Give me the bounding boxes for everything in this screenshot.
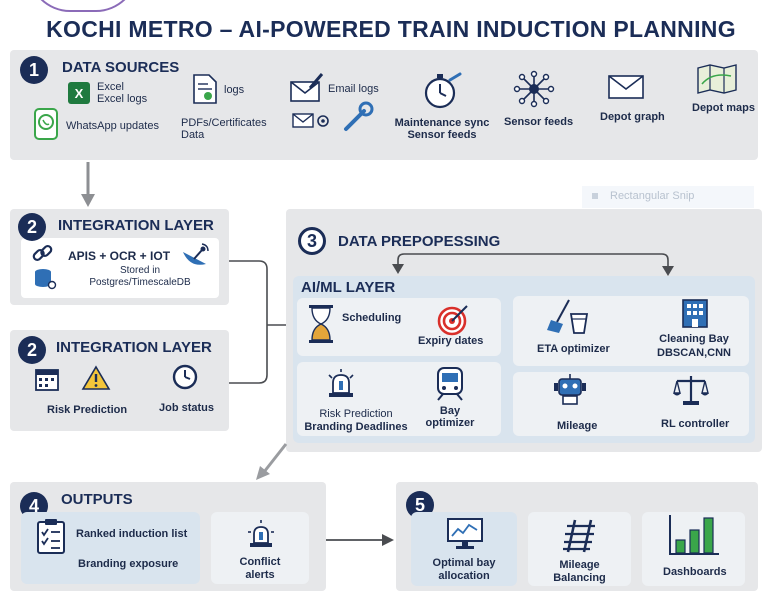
risk-bay-card: [297, 362, 501, 436]
email-pen-icon: [290, 73, 324, 102]
alerts-label: alerts: [245, 569, 275, 581]
page-title: KOCHI METRO – AI-POWERED TRAIN INDUCTION…: [46, 16, 736, 42]
pdfs-data-label: Data: [181, 129, 205, 141]
clipboard-list-icon: [37, 519, 65, 554]
arrow-processing-to-outputs: [256, 443, 288, 480]
risk-prediction-ml-label: Risk Prediction: [319, 408, 393, 420]
excel-logs-label: Excel logs: [97, 93, 148, 105]
bar-chart-icon: [669, 515, 719, 555]
rail-track-icon: [563, 519, 595, 553]
integration-number-2: 2: [18, 336, 46, 364]
depot-maps-label: Depot maps: [692, 102, 755, 114]
bay-label: Bay: [439, 405, 461, 417]
hourglass-icon: [309, 305, 333, 343]
calendar-icon: [35, 369, 59, 391]
cleaning-bay-label: Cleaning Bay: [659, 333, 729, 345]
feedback-loop-arrow: [392, 253, 674, 276]
processing-number: 3: [298, 227, 326, 255]
document-log-icon: [193, 74, 217, 104]
wrench-icon: [344, 101, 374, 131]
optimal-bay-label: Optimal bay: [432, 557, 496, 569]
svg-text:X: X: [75, 86, 84, 101]
sensor-network-icon: [513, 70, 555, 108]
data-sources-panel: [10, 50, 758, 160]
depot-graph-icon: [608, 75, 644, 99]
branding-exposure-label: Branding exposure: [78, 558, 179, 570]
conflict-alerts-card: [211, 512, 309, 584]
cleaning-tools-icon: [547, 299, 589, 334]
train-icon: [437, 367, 463, 401]
link-icon: [32, 244, 53, 262]
logs-label: logs: [224, 84, 245, 96]
monitor-chart-icon: [447, 518, 483, 549]
database-icon: [35, 269, 57, 290]
building-icon: [682, 299, 708, 328]
pdfs-label: PDFs/Certificates: [181, 117, 267, 129]
depot-graph-label: Depot graph: [600, 111, 665, 123]
processing-title: DATA PREPOPESSING: [338, 233, 501, 250]
ranked-induction-label: Ranked induction list: [76, 528, 188, 540]
excel-icon: X: [68, 82, 90, 104]
balancing-label: Balancing: [553, 572, 606, 584]
dashboards-label: Dashboards: [663, 566, 727, 578]
data-sources-title: DATA SOURCES: [62, 59, 180, 76]
warning-icon: [81, 365, 111, 390]
apis-ocr-iot-label: APIS + OCR + IOT: [68, 249, 171, 263]
whatsapp-label: WhatsApp updates: [66, 120, 159, 132]
eta-optimizer-label: ETA optimizer: [537, 343, 610, 355]
allocation-label: allocation: [438, 570, 490, 582]
dbscan-cnn-label: DBSCAN,CNN: [657, 347, 731, 359]
rl-controller-label: RL controller: [661, 418, 730, 430]
ai-ml-layer-title: AI/ML LAYER: [301, 279, 396, 296]
mileage-rl-card: [513, 372, 749, 436]
arrow-sources-to-integration: [81, 162, 95, 207]
data-sources-number: 1: [20, 56, 48, 84]
outputs-title: OUTPUTS: [61, 491, 133, 508]
email-settings-icon: [292, 113, 329, 128]
alarm-icon: [248, 520, 274, 547]
arrow-outputs-to-results: [326, 534, 394, 546]
rectangular-snip-overlay: Rectangular Snip: [582, 186, 754, 208]
robot-icon: [554, 374, 586, 405]
map-icon: [697, 64, 737, 94]
mileage-ml-label: Mileage: [557, 420, 598, 432]
satellite-dish-icon: [183, 243, 209, 265]
clock-icon: [172, 364, 198, 390]
integration-title-1: INTEGRATION LAYER: [58, 217, 214, 234]
branding-deadlines-label: Branding Deadlines: [304, 421, 408, 433]
sensor-feeds-label: Sensor feeds: [504, 116, 574, 128]
conflict-label: Conflict: [239, 556, 281, 568]
expiry-dates-label: Expiry dates: [418, 335, 484, 347]
maintenance-sync-label: Maintenance sync: [394, 117, 490, 129]
stopwatch-icon: [424, 72, 462, 109]
scales-icon: [673, 376, 709, 405]
whatsapp-icon: [34, 108, 58, 140]
connector-integration-to-processing: [229, 260, 287, 384]
risk-prediction-label: Risk Prediction: [47, 404, 128, 416]
integration-title-2: INTEGRATION LAYER: [56, 339, 212, 356]
stored-in-label: Stored in: [119, 265, 161, 276]
mileage-label: Mileage: [559, 559, 600, 571]
scheduling-label: Scheduling: [342, 312, 402, 324]
maintenance-sensor-label: Sensor feeds: [407, 129, 477, 141]
postgres-label: Postgres/TimescaleDB: [89, 277, 191, 288]
bay-optimizer-label: optimizer: [425, 417, 475, 429]
excel-label: Excel: [97, 81, 124, 93]
email-logs-label: Email logs: [328, 83, 379, 95]
job-status-label: Job status: [159, 402, 215, 414]
siren-icon: [328, 369, 354, 397]
target-icon: [437, 305, 468, 336]
decorative-arc: [28, 0, 138, 12]
integration-number-1: 2: [18, 213, 46, 241]
